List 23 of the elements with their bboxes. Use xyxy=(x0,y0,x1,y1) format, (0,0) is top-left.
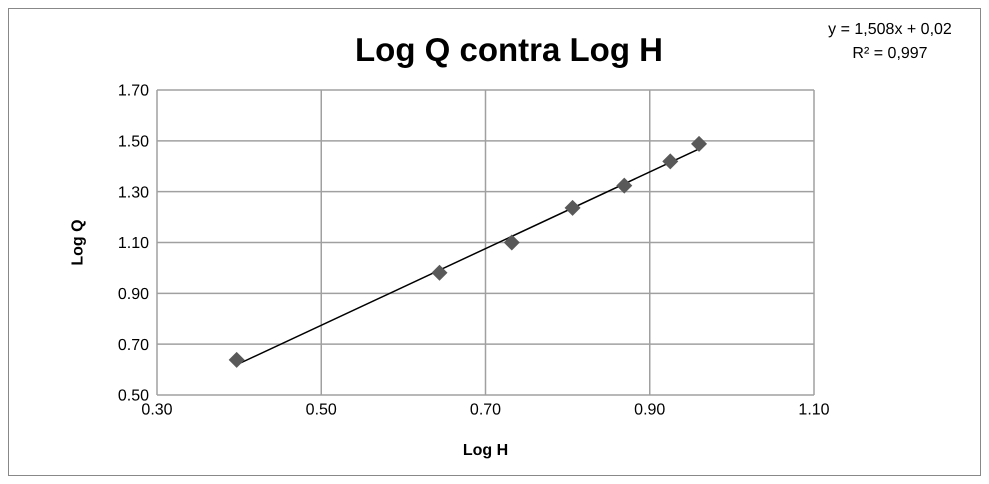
x-tick-label: 0.30 xyxy=(141,401,173,418)
x-tick-label: 0.70 xyxy=(470,401,502,418)
y-axis-title: Log Q xyxy=(70,219,87,266)
y-tick-label: 1.30 xyxy=(118,184,150,202)
x-axis-title: Log H xyxy=(462,442,508,459)
y-tick-label: 0.90 xyxy=(118,286,150,304)
point xyxy=(432,264,448,281)
point xyxy=(616,178,632,194)
point xyxy=(691,136,708,152)
chart-title: Log Q contra Log H xyxy=(354,31,664,69)
x-tick-label: 1.10 xyxy=(798,401,830,418)
y-tick-label: 1.50 xyxy=(118,134,150,151)
x-tick-label: 0.50 xyxy=(306,401,337,418)
point xyxy=(228,352,245,368)
point xyxy=(662,153,678,170)
point xyxy=(564,200,581,216)
y-tick-label: 1.70 xyxy=(118,82,150,100)
point xyxy=(504,234,520,250)
annotation: R² = 0,997 xyxy=(851,45,929,63)
y-tick-label: 1.10 xyxy=(118,235,150,252)
x-tick-label: 0.90 xyxy=(634,401,666,418)
y-tick-label: 0.70 xyxy=(118,336,150,354)
annotation: y = 1,508x + 0,02 xyxy=(827,21,953,39)
